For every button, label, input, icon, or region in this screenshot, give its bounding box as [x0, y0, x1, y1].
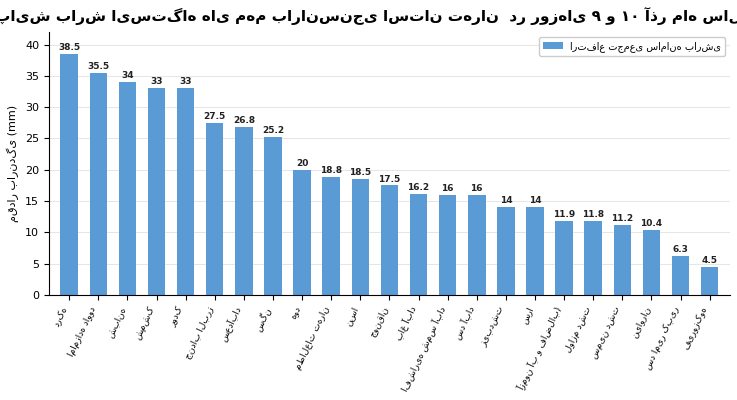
Legend: ارتفاع تجمعی سامانه بارشی: ارتفاع تجمعی سامانه بارشی: [539, 37, 725, 56]
Text: 10.4: 10.4: [640, 219, 663, 228]
Text: 17.5: 17.5: [378, 174, 400, 184]
Bar: [701, 267, 719, 295]
Bar: [352, 179, 369, 295]
Text: 18.8: 18.8: [320, 166, 342, 176]
Bar: [468, 195, 486, 295]
Bar: [556, 220, 573, 295]
Bar: [148, 88, 165, 295]
Text: 14: 14: [528, 196, 541, 206]
Text: 27.5: 27.5: [203, 112, 226, 121]
Bar: [206, 123, 223, 295]
Text: 14: 14: [500, 196, 512, 206]
Bar: [265, 137, 282, 295]
Text: 25.2: 25.2: [262, 126, 284, 135]
Text: 20: 20: [296, 159, 308, 168]
Text: 26.8: 26.8: [233, 116, 255, 125]
Bar: [90, 73, 107, 295]
Bar: [381, 186, 398, 295]
Text: 11.8: 11.8: [582, 210, 604, 219]
Bar: [439, 195, 456, 295]
Bar: [584, 221, 602, 295]
Text: 18.5: 18.5: [349, 168, 371, 177]
Text: 6.3: 6.3: [673, 245, 688, 254]
Bar: [177, 88, 195, 295]
Bar: [60, 54, 78, 295]
Text: 38.5: 38.5: [58, 43, 80, 52]
Bar: [614, 225, 631, 295]
Bar: [410, 194, 427, 295]
Text: 35.5: 35.5: [87, 62, 109, 71]
Text: 33: 33: [179, 78, 192, 86]
Text: 34: 34: [121, 71, 133, 80]
Text: 16: 16: [470, 184, 483, 193]
Text: 33: 33: [150, 78, 163, 86]
Bar: [643, 230, 660, 295]
Title: پایش بارش ایستگاه های مهم بارانسنجی استان تهران  در روزهای ۹ و ۱۰ آذر ماه سال ۱۳: پایش بارش ایستگاه های مهم بارانسنجی استا…: [0, 7, 737, 25]
Y-axis label: مقدار بارندگی (mm): مقدار بارندگی (mm): [7, 105, 19, 222]
Text: 11.9: 11.9: [553, 210, 576, 219]
Bar: [526, 207, 544, 295]
Bar: [672, 256, 689, 295]
Bar: [119, 82, 136, 295]
Text: 11.2: 11.2: [611, 214, 633, 223]
Text: 4.5: 4.5: [702, 256, 718, 265]
Text: 16: 16: [441, 184, 454, 193]
Bar: [293, 170, 311, 295]
Text: 16.2: 16.2: [408, 183, 430, 192]
Bar: [323, 177, 340, 295]
Bar: [497, 207, 514, 295]
Bar: [235, 127, 253, 295]
